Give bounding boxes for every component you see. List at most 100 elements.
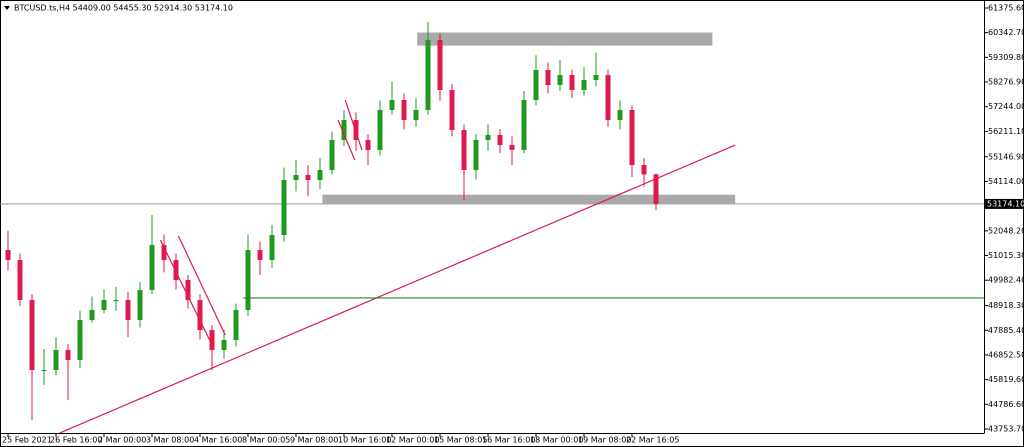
y-tick-label: 49982.40: [988, 276, 1024, 285]
candle: [545, 62, 551, 94]
candle: [473, 134, 479, 180]
candle-body: [125, 300, 131, 321]
candle: [149, 215, 155, 295]
candle: [245, 234, 251, 316]
y-tick-label: 60342.70: [988, 28, 1024, 37]
candle: [581, 67, 587, 96]
candle-body: [161, 245, 167, 261]
candle-body: [113, 300, 119, 302]
candle: [89, 296, 95, 323]
candle: [317, 157, 323, 189]
candle-body: [257, 250, 263, 261]
y-tick-label: 58276.90: [988, 78, 1024, 87]
x-tick-label: 3 Mar 08:00: [146, 436, 194, 445]
candle-body: [569, 75, 575, 90]
x-tick-label: 18 Mar 00:00: [530, 436, 583, 445]
current-price-label: 53174.10: [987, 199, 1024, 208]
y-tick-label: 47885.40: [988, 326, 1024, 335]
candle: [485, 124, 491, 151]
candle-body: [653, 174, 659, 204]
candle: [209, 325, 215, 371]
chart-title: BTCUSD.ts,H4 54409.00 54455.30 52914.30 …: [14, 4, 233, 13]
candle-body: [329, 140, 335, 171]
candle-body: [353, 120, 359, 141]
trend-line: [344, 99, 363, 151]
candle-body: [605, 75, 611, 121]
trend-line: [337, 119, 356, 161]
candle-body: [365, 140, 371, 151]
y-tick-label: 43753.70: [988, 424, 1024, 433]
y-tick-label: 55146.90: [988, 152, 1024, 161]
candle-body: [557, 75, 563, 86]
candle-body: [509, 145, 515, 151]
candle-body: [473, 140, 479, 171]
candle: [305, 165, 311, 197]
candle: [653, 173, 659, 211]
candle: [533, 55, 539, 106]
x-tick-label: 22 Mar 16:05: [626, 436, 679, 445]
x-tick-label: 10 Mar 16:00: [338, 436, 391, 445]
candle-body: [77, 320, 83, 361]
candle-body: [641, 165, 647, 175]
y-tick-label: 59309.80: [988, 53, 1024, 62]
candle-body: [341, 120, 347, 141]
candle: [389, 81, 395, 115]
candle: [257, 241, 263, 275]
candle-body: [221, 340, 227, 351]
x-tick-label: 4 Mar 16:00: [194, 436, 242, 445]
trend-line: [59, 144, 736, 434]
candle: [509, 136, 515, 166]
candle-body: [377, 110, 383, 151]
candle-body: [413, 110, 419, 121]
candle: [113, 286, 119, 311]
candle: [269, 224, 275, 268]
candle: [137, 282, 143, 328]
candle-body: [593, 75, 599, 81]
candle-body: [197, 300, 203, 331]
y-tick-label: 51015.30: [988, 251, 1024, 260]
x-tick-label: 25 Feb 2021: [2, 436, 52, 445]
candle: [617, 100, 623, 130]
candle: [281, 167, 287, 242]
y-tick-label: 56211.10: [988, 127, 1024, 136]
candle-body: [29, 300, 35, 371]
candle-body: [53, 350, 59, 371]
candle: [461, 124, 467, 200]
x-tick-label: 15 Mar 08:05: [434, 436, 487, 445]
plot-area: [0, 21, 984, 434]
candle-body: [149, 245, 155, 291]
candle: [197, 294, 203, 340]
y-tick-label: 46852.50: [988, 350, 1024, 359]
candle: [365, 134, 371, 166]
candle-body: [41, 370, 47, 372]
candle-body: [209, 330, 215, 351]
candle: [629, 105, 635, 178]
y-tick-label: 57244.00: [988, 102, 1024, 111]
candle-body: [245, 250, 251, 311]
zone: [417, 32, 713, 46]
candle: [65, 344, 71, 400]
candle: [329, 131, 335, 175]
candle: [29, 294, 35, 421]
x-tick-label: 16 Mar 16:00: [482, 436, 535, 445]
candle: [437, 33, 443, 101]
candle: [5, 230, 11, 271]
candle-body: [185, 280, 191, 301]
candle-body: [425, 39, 431, 111]
candle: [569, 69, 575, 99]
y-tick-label: 44786.60: [988, 400, 1024, 409]
candle: [293, 160, 299, 192]
candle-body: [101, 300, 107, 311]
candle-body: [437, 39, 443, 90]
candle-body: [293, 175, 299, 181]
candle: [161, 234, 167, 273]
candle-body: [629, 110, 635, 166]
trend-line: [177, 235, 226, 336]
candle: [593, 52, 599, 87]
candle-body: [497, 135, 503, 146]
candle: [497, 129, 503, 154]
candle-body: [305, 175, 311, 181]
x-tick-label: 2 Mar 00:00: [98, 436, 146, 445]
